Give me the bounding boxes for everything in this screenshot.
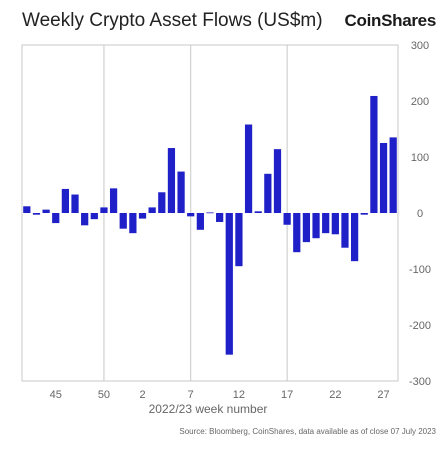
x-axis-title: 2022/23 week number (149, 402, 268, 416)
bar-week-10 (216, 213, 224, 222)
source-note: Source: Bloomberg, CoinShares, data avai… (179, 427, 436, 436)
bars (23, 95, 397, 355)
bar-week-13 (244, 124, 253, 213)
bar-week-9 (206, 212, 214, 214)
bar-week-43 (32, 213, 41, 215)
x-tick-label: 45 (50, 389, 62, 401)
y-tick-label: -300 (409, 376, 431, 388)
bar-week-1 (129, 213, 137, 234)
x-tick-label: 17 (281, 389, 293, 401)
bar-week-26 (370, 95, 378, 213)
bar-week-17 (283, 213, 291, 225)
x-tick-label: 12 (233, 389, 245, 401)
bar-week-51 (109, 188, 118, 213)
x-tick-label: 50 (98, 389, 110, 401)
y-tick-label: 0 (417, 208, 423, 220)
bar-week-44 (42, 209, 50, 213)
bar-week-8 (196, 213, 204, 230)
bar-week-5 (167, 148, 176, 213)
bar-week-21 (322, 213, 330, 234)
bar-week-19 (302, 213, 311, 243)
brand-logo: CoinShares (344, 11, 437, 30)
x-tick-label: 22 (329, 389, 341, 401)
x-tick-label: 2 (139, 389, 145, 401)
plot-frame (21, 44, 399, 382)
y-tick-label: 300 (411, 40, 429, 52)
bar-week-45 (52, 213, 60, 224)
bar-week-52 (119, 213, 127, 229)
bar-week-3 (148, 207, 156, 213)
bar-week-14 (254, 211, 262, 213)
bar-week-7 (187, 213, 195, 217)
bar-week-22 (331, 213, 339, 235)
bar-week-18 (293, 213, 301, 253)
y-tick-label: 100 (411, 152, 429, 164)
bar-week-38 (389, 137, 397, 213)
bar-week-23 (341, 213, 349, 248)
bar-week-2 (138, 213, 147, 219)
bar-week-12 (235, 213, 243, 267)
bar-week-15 (264, 173, 272, 213)
bar-week-49 (90, 213, 98, 220)
y-tick-label: 200 (411, 96, 429, 108)
bar-week-47 (71, 194, 79, 213)
chart-title: Weekly Crypto Asset Flows (US$m) (22, 10, 323, 31)
bar-week-50 (100, 207, 108, 213)
bar-week-4 (158, 192, 166, 213)
x-axis-ticks: 45 50 2 7 12 17 22 27 (50, 389, 390, 401)
bar-week-27 (379, 143, 388, 213)
y-tick-label: -200 (409, 320, 431, 332)
bar-week-11 (225, 213, 233, 355)
bar-week-6 (177, 171, 185, 213)
bar-week-16 (273, 149, 282, 213)
bar-week-24 (351, 213, 359, 262)
y-tick-label: -100 (409, 264, 431, 276)
x-tick-label: 7 (188, 389, 194, 401)
bar-week-25 (360, 213, 368, 215)
bar-week-48 (81, 213, 89, 226)
bar-week-20 (312, 213, 320, 239)
bar-week-46 (61, 188, 69, 213)
bar-week-42 (23, 206, 31, 213)
x-tick-label: 27 (377, 389, 389, 401)
y-axis-ticks: 300 200 100 0 -100 -200 -300 (409, 40, 431, 388)
